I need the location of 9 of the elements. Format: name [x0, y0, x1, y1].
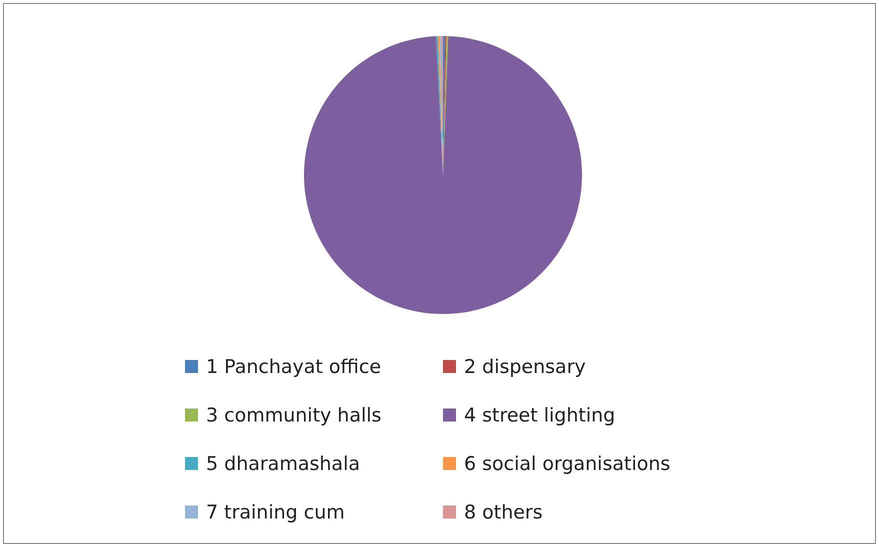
legend-label: 4 street lighting	[464, 404, 616, 426]
legend-label: 8 others	[464, 502, 543, 524]
pie-slice	[304, 36, 582, 314]
legend-label: 1 Panchayat office	[206, 356, 382, 378]
legend-label: 3 community halls	[206, 404, 382, 426]
legend-label: 2 dispensary	[464, 356, 586, 378]
legend-label: 7 training cum	[206, 502, 345, 524]
legend-label: 5 dharamashala	[206, 453, 360, 475]
legend-label: 6 social organisations	[464, 453, 670, 475]
